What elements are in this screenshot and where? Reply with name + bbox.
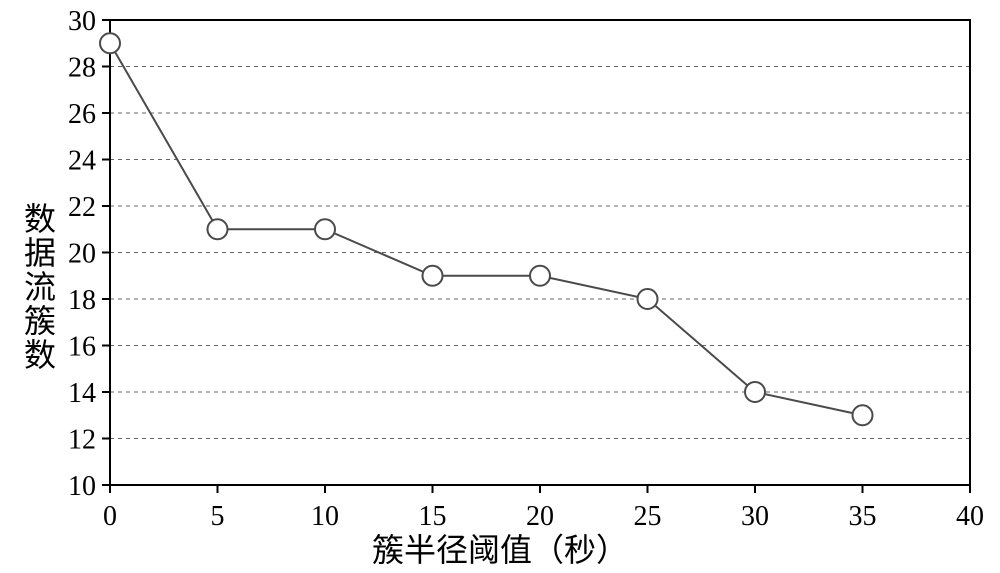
- y-tick-label: 20: [68, 238, 96, 269]
- y-axis-label: 数据流簇数: [15, 202, 61, 372]
- x-tick-label: 5: [211, 501, 225, 532]
- x-tick-label: 0: [103, 501, 117, 532]
- data-marker: [638, 289, 658, 309]
- line-chart: 05101520253035401012141618202224262830: [0, 0, 1000, 573]
- y-tick-label: 28: [68, 52, 96, 83]
- y-tick-label: 26: [68, 99, 96, 130]
- x-tick-label: 25: [634, 501, 662, 532]
- x-tick-label: 30: [741, 501, 769, 532]
- x-tick-label: 35: [849, 501, 877, 532]
- data-marker: [208, 219, 228, 239]
- y-tick-label: 24: [68, 145, 96, 176]
- y-tick-label: 30: [68, 6, 96, 37]
- data-marker: [100, 33, 120, 53]
- data-marker: [745, 382, 765, 402]
- x-tick-label: 10: [311, 501, 339, 532]
- y-tick-label: 12: [68, 424, 96, 455]
- data-marker: [530, 266, 550, 286]
- x-tick-label: 40: [956, 501, 984, 532]
- data-marker: [315, 219, 335, 239]
- data-marker: [853, 405, 873, 425]
- y-tick-label: 14: [68, 378, 96, 409]
- y-tick-label: 16: [68, 331, 96, 362]
- y-tick-label: 18: [68, 285, 96, 316]
- chart-container: 数据流簇数 0510152025303540101214161820222426…: [0, 0, 1000, 573]
- y-tick-label: 10: [68, 471, 96, 502]
- x-axis-label: 簇半径阈值（秒）: [372, 525, 628, 571]
- data-marker: [423, 266, 443, 286]
- y-tick-label: 22: [68, 192, 96, 223]
